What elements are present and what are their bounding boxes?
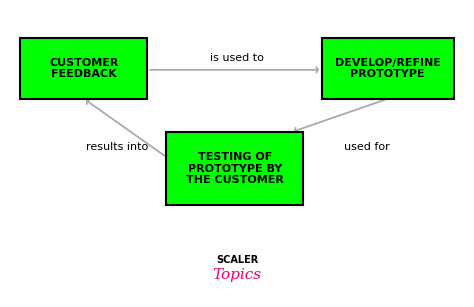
Text: DEVELOP/REFINE
PROTOTYPE: DEVELOP/REFINE PROTOTYPE: [335, 57, 441, 79]
FancyBboxPatch shape: [166, 132, 303, 205]
Text: SCALER: SCALER: [216, 255, 258, 265]
Text: CUSTOMER
FEEDBACK: CUSTOMER FEEDBACK: [49, 57, 118, 79]
FancyBboxPatch shape: [20, 38, 147, 99]
Text: TESTING OF
PROTOTYPE BY
THE CUSTOMER: TESTING OF PROTOTYPE BY THE CUSTOMER: [186, 152, 283, 185]
Text: results into: results into: [86, 142, 148, 152]
FancyBboxPatch shape: [322, 38, 454, 99]
Text: Topics: Topics: [212, 268, 262, 282]
Text: used for: used for: [344, 142, 390, 152]
Text: is used to: is used to: [210, 53, 264, 63]
